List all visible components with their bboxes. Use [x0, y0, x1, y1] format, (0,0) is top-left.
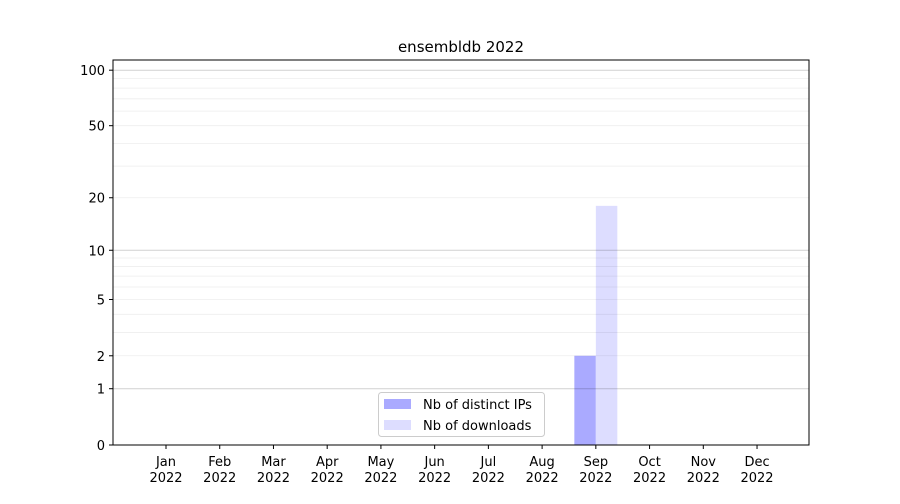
bar-nb-of-downloads-8: [595, 205, 618, 445]
x-tick-label: Aug 2022: [526, 455, 559, 486]
legend: Nb of distinct IPs Nb of downloads: [378, 392, 545, 437]
x-tick-label: Apr 2022: [311, 455, 344, 486]
x-tick-label: Jan 2022: [149, 455, 182, 486]
x-tick-label: Oct 2022: [633, 455, 666, 486]
x-tick-label: Mar 2022: [257, 455, 290, 486]
x-tick-label: Jul 2022: [472, 455, 505, 486]
y-tick-label: 5: [97, 293, 105, 308]
y-tick-label: 2: [97, 350, 105, 365]
x-tick-label: Nov 2022: [687, 455, 720, 486]
x-tick-label: Sep 2022: [579, 455, 612, 486]
legend-swatch: [384, 399, 411, 409]
y-tick-label: 0: [97, 439, 105, 454]
y-tick-label: 20: [88, 192, 105, 207]
bar-nb-of-distinct-ips-8: [574, 355, 596, 445]
x-tick-label: May 2022: [364, 455, 397, 486]
y-tick-label: 10: [88, 244, 105, 259]
y-tick-label: 50: [88, 120, 105, 135]
plot-frame: [112, 59, 810, 446]
legend-label: Nb of distinct IPs: [423, 398, 532, 413]
legend-box: [378, 392, 545, 437]
legend-swatch: [384, 420, 411, 430]
chart-title: ensembldb 2022: [398, 38, 524, 56]
y-tick-label: 100: [80, 64, 105, 79]
legend-label: Nb of downloads: [423, 419, 532, 434]
x-tick-label: Jun 2022: [418, 455, 451, 486]
y-tick-label: 1: [97, 383, 105, 398]
x-tick-label: Feb 2022: [203, 455, 236, 486]
x-tick-label: Dec 2022: [740, 455, 773, 486]
